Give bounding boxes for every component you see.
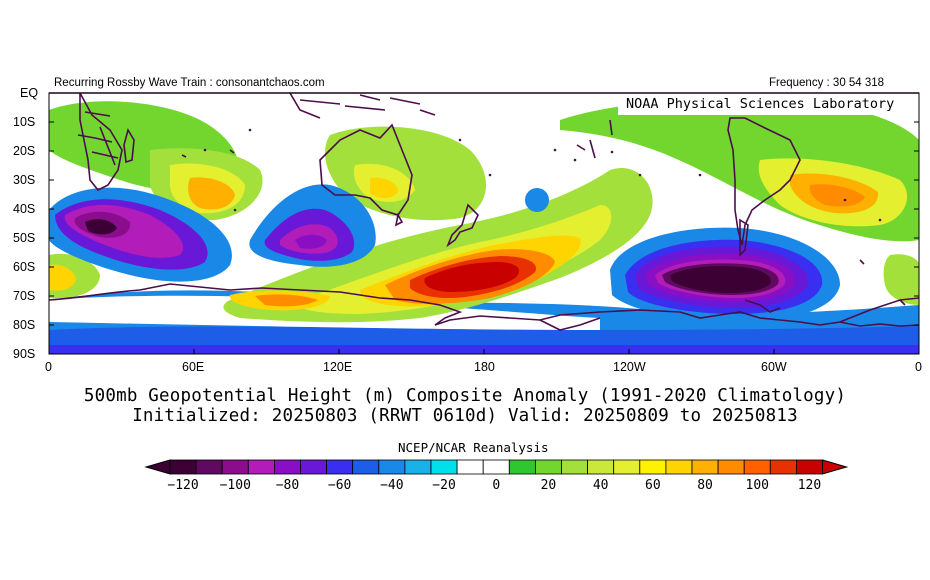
- lon-label-120w: 120W: [613, 360, 646, 374]
- lat-label-10s: 10S: [13, 115, 36, 129]
- colorbar-tick-label: 40: [592, 478, 609, 493]
- colorbar-cell: [326, 459, 354, 475]
- colorbar-cell: [430, 459, 458, 475]
- lon-label-60e: 60E: [182, 360, 205, 374]
- colorbar-cell: [378, 459, 406, 475]
- header-right-text: Frequency : 30 54 318: [769, 77, 885, 89]
- colorbar-cell: [352, 459, 380, 475]
- colorbar-cell: [691, 459, 719, 475]
- colorbar-cell: [613, 459, 641, 475]
- colorbar-cell: [456, 459, 484, 475]
- colorbar-cell: [195, 459, 223, 475]
- colorbar-cell: [587, 459, 615, 475]
- colorbar-tick-label: 60: [645, 478, 661, 493]
- anomaly-field: [49, 93, 919, 354]
- colorbar-cell: [221, 459, 249, 475]
- colorbar-cell: [639, 459, 667, 475]
- colorbar-cell: [665, 459, 693, 475]
- colorbar-min-arrow: [144, 459, 171, 475]
- colorbar-cell: [404, 459, 432, 475]
- colorbar-cell: [508, 459, 536, 475]
- colorbar-tick-label: 20: [540, 478, 557, 493]
- lat-label-40s: 40S: [13, 202, 36, 216]
- colorbar-cell: [300, 459, 328, 475]
- lat-label-20s: 20S: [13, 144, 36, 158]
- colorbar-cell: [273, 459, 301, 475]
- colorbar-tick-label: −100: [219, 478, 251, 493]
- colorbar-cell: [717, 459, 745, 475]
- colorbar-tick-label: 80: [697, 478, 713, 493]
- source-label: NCEP/NCAR Reanalysis: [398, 440, 549, 455]
- colorbar-tick-label: −120: [167, 478, 199, 493]
- lat-label-50s: 50S: [13, 231, 36, 245]
- lon-label-60w: 60W: [761, 360, 787, 374]
- lon-label-0-east: 0: [915, 360, 922, 374]
- lat-ticks: [49, 92, 919, 355]
- colorbar-cell: [796, 459, 823, 475]
- coastlines: [49, 93, 919, 331]
- colorbar-tick-label: 100: [745, 478, 769, 493]
- colorbar-cell: [169, 459, 197, 475]
- lat-label-80s: 80S: [13, 318, 36, 332]
- colorbar-tick-label: 120: [797, 478, 822, 493]
- colorbar-tick-label: −60: [327, 478, 352, 493]
- colorbar-tick-label: 0: [492, 478, 501, 493]
- colorbar-tick-label: −80: [275, 478, 300, 493]
- colorbar-cell: [535, 459, 562, 475]
- title-line-1: 500mb Geopotential Height (m) Composite …: [83, 386, 847, 406]
- inset-label: NOAA Physical Sciences Laboratory: [626, 96, 895, 112]
- lon-label-0: 0: [45, 360, 52, 374]
- colorbar-tick-label: −20: [432, 478, 456, 493]
- inset-label-bg: [618, 95, 916, 115]
- lat-label-70s: 70S: [13, 289, 36, 303]
- colorbar-cell: [561, 459, 589, 475]
- header-left-text: Recurring Rossby Wave Train : consonantc…: [54, 77, 325, 89]
- colorbar-cell: [743, 459, 771, 475]
- colorbar-tick-label: −40: [380, 478, 404, 493]
- lon-ticks: [48, 349, 920, 354]
- island-dots: [203, 128, 882, 222]
- lat-label-90s: 90S: [13, 347, 36, 361]
- lat-label-60s: 60S: [13, 260, 36, 274]
- colorbar: [144, 459, 849, 475]
- colorbar-cell: [247, 459, 275, 475]
- lon-label-120e: 120E: [323, 360, 353, 374]
- colorbar-max-arrow: [822, 459, 849, 475]
- lat-label-eq: EQ: [20, 86, 39, 100]
- lon-label-180: 180: [474, 360, 495, 374]
- colorbar-cell: [769, 459, 797, 475]
- title-line-2: Initialized: 20250803 (RRWT 0610d) Valid…: [132, 406, 798, 426]
- colorbar-cell: [482, 459, 510, 475]
- lat-label-30s: 30S: [13, 173, 36, 187]
